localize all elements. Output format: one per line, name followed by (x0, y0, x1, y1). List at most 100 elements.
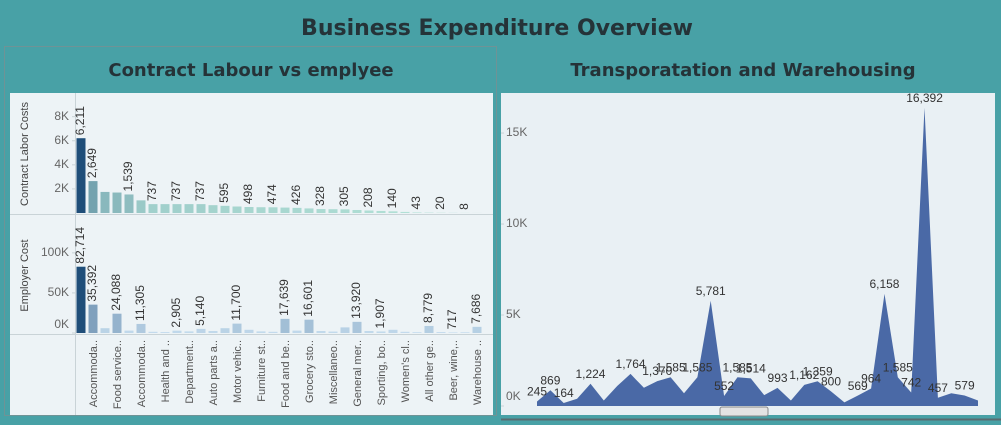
bar (364, 330, 374, 333)
bar (136, 200, 146, 213)
data-label: 1,907 (373, 298, 387, 328)
x-tick-label: Warehouse .. (472, 340, 484, 405)
data-label: 245 (527, 385, 547, 399)
data-label: 737 (169, 181, 183, 201)
data-label: 2,649 (85, 148, 99, 178)
scrollbar[interactable] (719, 406, 769, 417)
bar (304, 208, 314, 213)
data-label: 6,158 (869, 277, 899, 291)
data-label: 1,585 (682, 360, 712, 374)
data-label: 17,639 (277, 279, 291, 316)
x-tick-label: Department.. (184, 340, 196, 404)
bar (292, 330, 302, 333)
bar (316, 330, 326, 333)
data-label: 7,686 (469, 293, 483, 323)
data-label: 742 (901, 376, 921, 390)
bar (400, 211, 410, 213)
area (537, 107, 978, 406)
bar (436, 332, 446, 333)
bar (268, 331, 278, 333)
bar (172, 330, 182, 333)
plot-background (10, 93, 493, 415)
data-label: 717 (445, 309, 459, 329)
y-tick-label: 0K (506, 389, 521, 403)
data-label: 164 (554, 386, 574, 400)
y-axis-title: Employer Cost (19, 239, 31, 311)
x-tick-label: Women's cl.. (400, 340, 412, 402)
left-panel (4, 46, 497, 416)
bar (316, 209, 326, 213)
bar (412, 212, 422, 213)
bar (148, 204, 158, 213)
x-tick-label: Furniture st.. (256, 340, 268, 402)
data-label: 800 (821, 375, 841, 389)
data-label: 1,162 (789, 368, 819, 382)
data-label: 11,305 (133, 285, 147, 321)
bar (256, 207, 266, 213)
data-label: 8 (457, 203, 471, 210)
y-tick-label: 50K (48, 285, 69, 299)
bar (340, 327, 350, 333)
y-tick-label: 100K (41, 245, 69, 259)
bar (340, 209, 350, 213)
data-label: 305 (337, 186, 351, 206)
x-tick-label: Accommoda.. (88, 340, 100, 407)
bar (172, 204, 182, 213)
bar (112, 313, 122, 333)
bar (100, 191, 110, 213)
data-label: 1,224 (575, 367, 605, 381)
x-tick-label: Food and be.. (280, 340, 292, 408)
data-label: 1,370 (642, 364, 672, 378)
x-tick-label: Accommoda.. (136, 340, 148, 407)
data-label: 1,514 (736, 362, 766, 376)
y-axis-title: Contract Labor Costs (19, 102, 31, 206)
data-label: 869 (540, 373, 560, 387)
bar (160, 332, 170, 333)
data-label: 595 (217, 182, 231, 202)
bar (448, 332, 458, 333)
bar (112, 192, 122, 213)
data-label: 552 (714, 379, 734, 393)
bar (328, 209, 338, 213)
data-label: 964 (861, 372, 881, 386)
data-label: 1,585 (656, 360, 686, 374)
bar (148, 331, 158, 333)
bar (388, 329, 398, 333)
bar (76, 138, 86, 213)
data-label: 579 (955, 379, 975, 393)
data-label: 1,539 (121, 161, 135, 191)
y-tick-label: 0K (54, 317, 69, 331)
data-label: 20 (433, 196, 447, 210)
y-tick-label: 2K (54, 181, 69, 195)
data-label: 8,779 (421, 293, 435, 323)
bar (292, 207, 302, 213)
dashboard-title: Business Expenditure Overview (301, 16, 693, 41)
y-tick-label: 10K (506, 216, 527, 230)
data-label: 474 (265, 184, 279, 204)
y-tick-label: 15K (506, 125, 527, 139)
x-tick-label: Auto parts a.. (208, 340, 220, 405)
x-tick-label: Sporting, bo.. (376, 340, 388, 405)
y-tick-label: 5K (506, 307, 521, 321)
data-label: 16,392 (906, 91, 943, 105)
data-label: 1,359 (803, 364, 833, 378)
bar (124, 194, 134, 213)
bar (388, 211, 398, 213)
y-tick-label: 4K (54, 157, 69, 171)
bar (88, 181, 98, 213)
bar (184, 204, 194, 213)
data-label: 1,764 (616, 357, 646, 371)
x-tick-label: All other ge.. (424, 340, 436, 402)
bar (232, 323, 242, 333)
data-label: 35,392 (85, 265, 99, 302)
x-tick-label: Miscellaneo.. (328, 340, 340, 404)
bar (88, 304, 98, 333)
bar (328, 331, 338, 333)
bar (268, 207, 278, 213)
data-label: 13,920 (349, 282, 363, 319)
data-label: 457 (928, 381, 948, 395)
data-label: 6,211 (73, 106, 87, 135)
bar (100, 328, 110, 333)
data-label: 2,905 (169, 297, 183, 327)
